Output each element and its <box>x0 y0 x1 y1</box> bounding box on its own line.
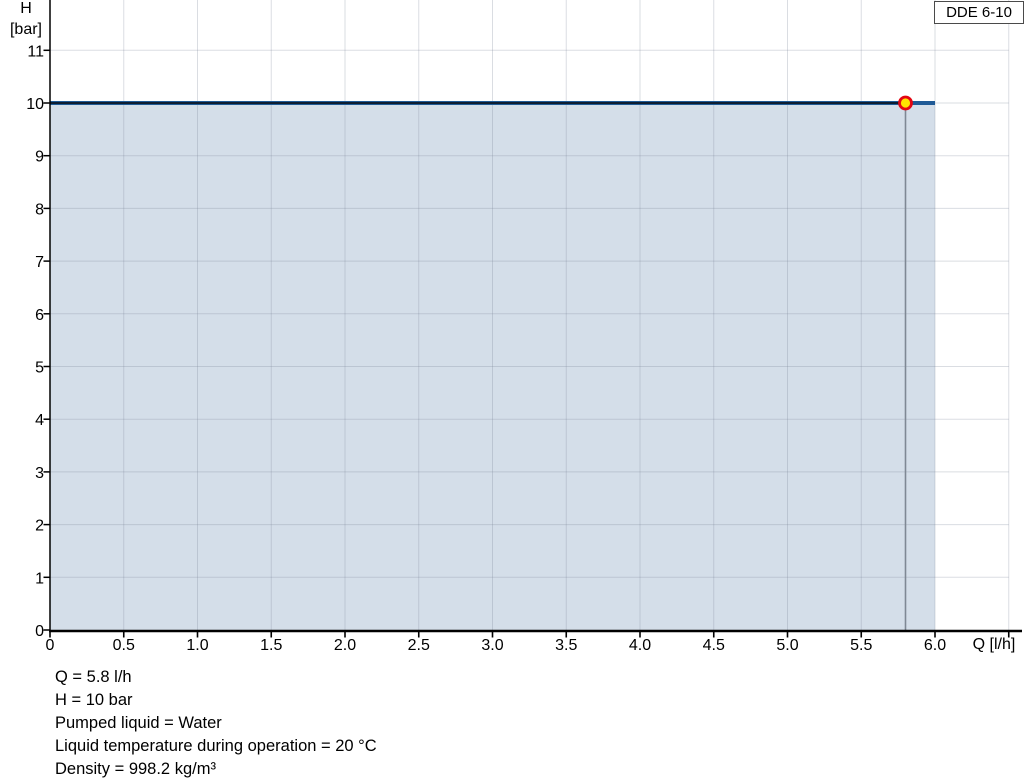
y-tick-label: 5 <box>35 360 44 377</box>
x-tick-label: 4.5 <box>703 637 725 654</box>
pump-model-badge: DDE 6-10 <box>934 1 1024 24</box>
x-tick-label: 5.0 <box>776 637 798 654</box>
y-tick-label: 3 <box>35 465 44 482</box>
x-tick-label: 1.5 <box>260 637 282 654</box>
spec-flow: Q = 5.8 l/h <box>55 668 132 686</box>
y-axis-unit-label: [bar] <box>9 21 42 38</box>
pump-model-label: DDE 6-10 <box>946 4 1012 21</box>
pump-curve-chart[interactable]: 0 0.5 1.0 1.5 2.0 2.5 3.0 3.5 4.0 4.5 5.0 5.5 6.0 0 1 2… <box>0 0 1024 660</box>
x-tick-label: 3.5 <box>555 637 577 654</box>
y-axis-unit-label: H <box>20 0 32 17</box>
y-tick-label: 1 <box>35 570 44 587</box>
x-tick-label: 0.5 <box>113 637 135 654</box>
x-tick-label: 1.0 <box>186 637 208 654</box>
x-axis-unit-label: Q [l/h] <box>972 636 1016 653</box>
x-tick-label: 5.5 <box>850 637 872 654</box>
x-tick-label: 6.0 <box>924 637 946 654</box>
x-tick-label: 0 <box>46 637 55 654</box>
y-tick-label: 0 <box>35 623 44 640</box>
curve-fill-area <box>50 103 935 630</box>
y-tick-label: 8 <box>35 201 44 218</box>
x-tick-label: 3.0 <box>481 637 503 654</box>
x-tick-label: 2.5 <box>408 637 430 654</box>
y-tick-label: 10 <box>26 96 44 113</box>
y-tick-label: 9 <box>35 149 44 166</box>
y-tick-label: 7 <box>35 254 44 271</box>
spec-head: H = 10 bar <box>55 691 133 709</box>
y-tick-label: 6 <box>35 307 44 324</box>
duty-point-marker[interactable] <box>898 95 913 111</box>
y-tick-label: 11 <box>27 43 44 60</box>
y-tick-label: 4 <box>35 412 44 429</box>
spec-temperature: Liquid temperature during operation = 20… <box>55 737 377 755</box>
spec-liquid: Pumped liquid = Water <box>55 714 222 732</box>
x-tick-label: 2.0 <box>334 637 356 654</box>
y-tick-label: 2 <box>35 518 44 535</box>
spec-density: Density = 998.2 kg/m³ <box>55 760 216 778</box>
duty-spec-text: Q = 5.8 l/h H = 10 bar Pumped liquid = W… <box>55 666 377 781</box>
x-tick-label: 4.0 <box>629 637 651 654</box>
